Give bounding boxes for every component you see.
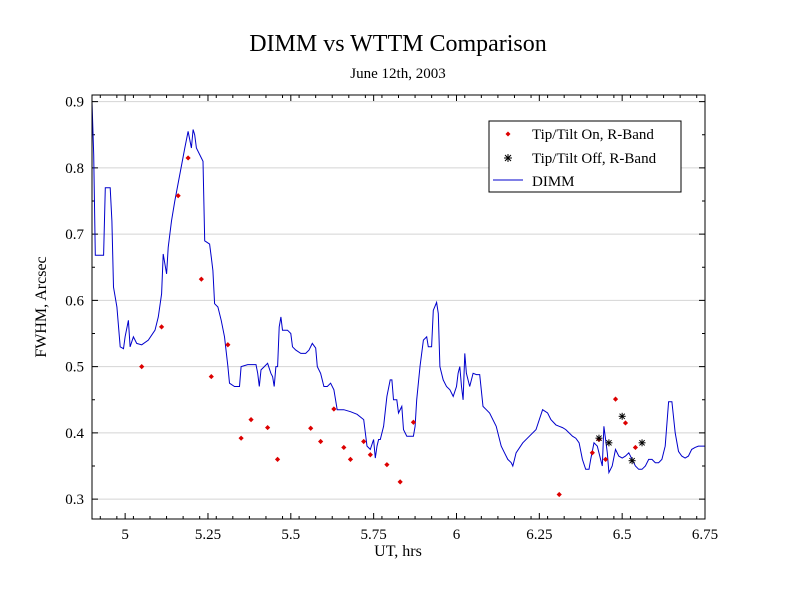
dimm-series-line <box>91 101 705 475</box>
tiptilt-on-point <box>265 424 271 431</box>
tiptilt-on-point <box>632 444 639 451</box>
tiptilt-on-point <box>225 342 231 348</box>
tiptilt-on-point <box>139 364 145 370</box>
y-axis-label: FWHM, Arcsec <box>33 256 50 357</box>
x-tick-label: 5.75 <box>361 527 387 543</box>
legend-label-tiptilt-off: Tip/Tilt Off, R-Band <box>532 151 657 167</box>
legend-label-tiptilt-on: Tip/Tilt On, R-Band <box>532 127 654 143</box>
y-tick-label: 0.3 <box>65 492 84 508</box>
legend-marker-tiptilt-on <box>505 131 511 137</box>
tiptilt-off-point <box>595 434 603 442</box>
tiptilt-on-point <box>248 417 254 423</box>
x-tick-label: 6.5 <box>613 527 632 543</box>
legend-marker-tiptilt-off <box>504 154 512 162</box>
tiptilt-on-point <box>185 155 191 161</box>
tiptilt-on-point <box>318 438 324 445</box>
axis-ticks: 0.3 0.4 0.5 0.6 0.7 0.8 0.9 5 5.25 5.5 5.75 6 6.25 6.… <box>65 95 718 543</box>
tiptilt-on-point <box>622 420 629 426</box>
tiptilt-on-point <box>158 324 165 330</box>
gridlines <box>92 101 705 500</box>
x-axis-label: UT, hrs <box>374 543 422 560</box>
tiptilt-off-point <box>618 412 626 420</box>
y-tick-label: 0.6 <box>65 293 84 309</box>
x-tick-label: 5.25 <box>195 527 221 543</box>
tiptilt-off-point <box>628 457 636 465</box>
tiptilt-on-point <box>347 456 354 462</box>
plot-series <box>91 101 705 498</box>
tiptilt-on-point <box>308 425 314 431</box>
tiptilt-on-point <box>175 193 181 199</box>
tiptilt-on-point <box>410 419 417 425</box>
y-tick-label: 0.7 <box>65 227 84 243</box>
tiptilt-off-point <box>605 439 613 447</box>
y-tick-label: 0.9 <box>65 95 84 111</box>
chart-subtitle: June 12th, 2003 <box>350 66 445 82</box>
x-tick-label: 6.75 <box>692 527 718 543</box>
tiptilt-on-point <box>556 491 562 498</box>
tiptilt-on-point <box>612 396 619 402</box>
tiptilt-on-point <box>238 435 244 441</box>
tiptilt-on-point <box>384 462 390 468</box>
tiptilt-on-point <box>361 438 367 445</box>
x-tick-label: 5.5 <box>281 527 300 543</box>
tiptilt-on-point <box>274 456 281 462</box>
tiptilt-off-point <box>638 439 646 447</box>
y-tick-label: 0.4 <box>65 426 84 442</box>
y-tick-label: 0.5 <box>65 360 84 376</box>
tiptilt-on-point <box>341 444 347 451</box>
x-tick-label: 6.25 <box>526 527 552 543</box>
tiptilt-on-point <box>397 479 403 485</box>
y-tick-label: 0.8 <box>65 161 84 177</box>
x-tick-label: 6 <box>453 527 461 543</box>
tiptilt-on-point <box>589 450 595 456</box>
tiptilt-on-point <box>331 406 337 412</box>
x-tick-label: 5 <box>121 527 129 543</box>
legend: Tip/Tilt On, R-Band Tip/Tilt Off, R-Band… <box>488 120 682 193</box>
tiptilt-on-point <box>602 456 609 462</box>
tiptilt-on-point <box>198 276 204 282</box>
tiptilt-on-point <box>208 373 214 380</box>
plot-frame <box>91 94 706 520</box>
tiptilt-on-point <box>367 452 373 458</box>
chart-title: DIMM vs WTTM Comparison <box>249 31 547 57</box>
legend-label-dimm: DIMM <box>532 174 575 190</box>
